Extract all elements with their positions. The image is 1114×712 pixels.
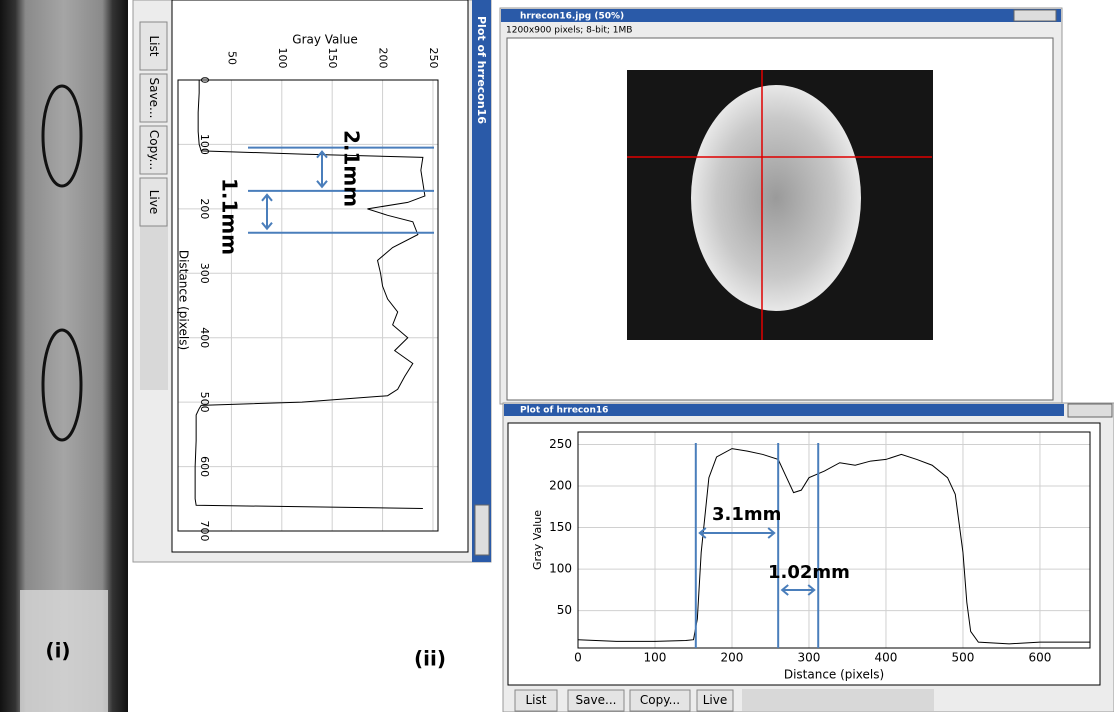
- button-label: Copy...: [640, 693, 680, 707]
- image-info: 1200x900 pixels; 8-bit; 1MB: [506, 26, 632, 36]
- button[interactable]: List: [515, 690, 557, 711]
- x-tick-label: 100: [644, 651, 667, 665]
- distance-tick-label: 500: [198, 392, 211, 413]
- gray-tick-label: 200: [377, 48, 390, 69]
- x-tick-label: 600: [1029, 651, 1052, 665]
- gray-tick-label: 100: [276, 48, 289, 69]
- image-window: [500, 8, 1062, 404]
- button-label: Live: [703, 693, 728, 707]
- gray-tick-label: 250: [427, 48, 440, 69]
- sample-image: [0, 0, 128, 712]
- x-axis-title: Distance (pixels): [784, 668, 884, 682]
- button-label: List: [526, 693, 547, 707]
- panel-label: (i): [45, 639, 70, 663]
- y-tick-label: 250: [549, 437, 572, 451]
- button-label: Copy...: [147, 130, 161, 170]
- annotation: 1.02mm: [768, 562, 850, 583]
- x-axis-title: Distance (pixels): [177, 250, 191, 350]
- distance-tick-label: 600: [198, 456, 211, 477]
- gray-tick-label: 50: [225, 51, 238, 65]
- panel-label: (ii): [414, 647, 446, 671]
- button[interactable]: Save...: [140, 74, 167, 122]
- y-tick-label: 100: [549, 562, 572, 576]
- distance-tick-label: 200: [198, 198, 211, 219]
- annotation: 2.1mm: [340, 130, 364, 207]
- distance-tick-label: 100: [198, 134, 211, 155]
- window-title: hrrecon16.jpg (50%): [520, 12, 624, 22]
- button-label: Save...: [576, 693, 617, 707]
- distance-tick-label: 300: [198, 263, 211, 284]
- x-tick-label: 400: [875, 651, 898, 665]
- x-tick-label: 500: [952, 651, 975, 665]
- window-title: Plot of hrrecon16: [520, 406, 608, 416]
- annotation: 1.1mm: [218, 178, 242, 255]
- y-axis-title: Gray Value: [531, 510, 544, 570]
- x-tick-label: 0: [574, 651, 582, 665]
- y-axis-title: Gray Value: [292, 33, 357, 47]
- button[interactable]: Live: [140, 178, 167, 226]
- distance-tick-label: 400: [198, 327, 211, 348]
- button[interactable]: Copy...: [630, 690, 690, 711]
- gray-tick-label: 150: [326, 48, 339, 69]
- screen: (i) (ii) 50 100 150 200 250 0 100 200 300 400 500 6…: [0, 0, 1114, 712]
- button-label: List: [147, 36, 161, 57]
- button-label: Save...: [147, 78, 161, 119]
- window-title: Plot of hrrecon16: [475, 16, 488, 124]
- button[interactable]: Copy...: [140, 126, 167, 174]
- button[interactable]: Save...: [568, 690, 624, 711]
- y-tick-label: 150: [549, 520, 572, 534]
- button[interactable]: List: [140, 22, 167, 70]
- x-tick-label: 300: [798, 651, 821, 665]
- button[interactable]: Live: [697, 690, 733, 711]
- x-tick-label: 200: [721, 651, 744, 665]
- button-label: Live: [147, 190, 161, 215]
- y-tick-label: 200: [549, 479, 572, 493]
- y-tick-label: 50: [557, 603, 572, 617]
- annotation: 3.1mm: [712, 504, 781, 525]
